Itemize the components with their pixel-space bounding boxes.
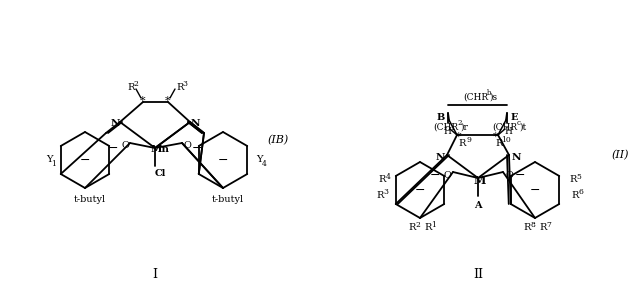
Text: A: A: [474, 202, 482, 210]
Text: −: −: [530, 184, 540, 197]
Text: Mn: Mn: [150, 146, 170, 155]
Text: 7: 7: [547, 221, 552, 229]
Text: O: O: [443, 170, 451, 179]
Text: R: R: [570, 176, 577, 184]
Text: )r: )r: [460, 123, 468, 131]
Text: b: b: [487, 89, 492, 97]
Text: R: R: [376, 191, 384, 200]
Text: 1: 1: [431, 221, 436, 229]
Text: −: −: [192, 141, 202, 155]
Text: 8: 8: [531, 221, 536, 229]
Text: −: −: [108, 141, 118, 155]
Text: (II): (II): [611, 150, 628, 160]
Text: (IB): (IB): [268, 135, 289, 145]
Text: O: O: [505, 170, 513, 179]
Text: N: N: [435, 152, 445, 162]
Text: 3: 3: [182, 80, 188, 88]
Text: *: *: [456, 132, 462, 142]
Text: −: −: [80, 154, 90, 166]
Text: 2: 2: [415, 221, 420, 229]
Text: c: c: [517, 119, 521, 127]
Text: II: II: [473, 268, 483, 281]
Text: R: R: [127, 83, 134, 91]
Text: 10: 10: [501, 136, 511, 144]
Text: 1: 1: [52, 160, 56, 168]
Text: −: −: [429, 168, 440, 181]
Text: *: *: [165, 96, 171, 106]
Text: N: N: [511, 152, 521, 162]
Text: R: R: [495, 139, 502, 147]
Text: R: R: [408, 223, 416, 232]
Text: *: *: [140, 96, 146, 106]
Text: −: −: [218, 154, 228, 166]
Text: t-butyl: t-butyl: [212, 195, 244, 205]
Text: −: −: [415, 184, 425, 197]
Text: N: N: [110, 120, 120, 128]
Text: B: B: [437, 112, 445, 121]
Text: R: R: [378, 176, 386, 184]
Text: (CHR: (CHR: [492, 123, 518, 131]
Text: R: R: [524, 223, 531, 232]
Text: E: E: [510, 112, 518, 121]
Text: O: O: [121, 141, 129, 149]
Text: O: O: [183, 141, 191, 149]
Text: Y: Y: [45, 155, 52, 165]
Text: 5: 5: [577, 173, 581, 181]
Text: 4: 4: [385, 173, 390, 181]
Text: H: H: [443, 128, 451, 136]
Text: (CHR: (CHR: [433, 123, 459, 131]
Text: )t: )t: [520, 123, 527, 131]
Text: R: R: [458, 139, 466, 147]
Text: N: N: [190, 120, 200, 128]
Text: )s: )s: [490, 92, 497, 102]
Text: 2: 2: [458, 119, 462, 127]
Text: H: H: [504, 128, 512, 136]
Text: t-butyl: t-butyl: [74, 195, 106, 205]
Text: 3: 3: [383, 188, 388, 196]
Text: R: R: [424, 223, 432, 232]
Text: R: R: [540, 223, 547, 232]
Text: R: R: [572, 191, 579, 200]
Text: M: M: [474, 175, 486, 186]
Text: R: R: [176, 83, 184, 91]
Text: *: *: [493, 132, 499, 142]
Text: −: −: [515, 168, 525, 181]
Text: 2: 2: [134, 80, 138, 88]
Text: Y: Y: [256, 155, 262, 165]
Text: Cl: Cl: [154, 170, 166, 178]
Text: 6: 6: [579, 188, 584, 196]
Text: I: I: [152, 268, 157, 281]
Text: 4: 4: [262, 160, 266, 168]
Text: (CHR: (CHR: [463, 92, 488, 102]
Text: 9: 9: [467, 136, 472, 144]
